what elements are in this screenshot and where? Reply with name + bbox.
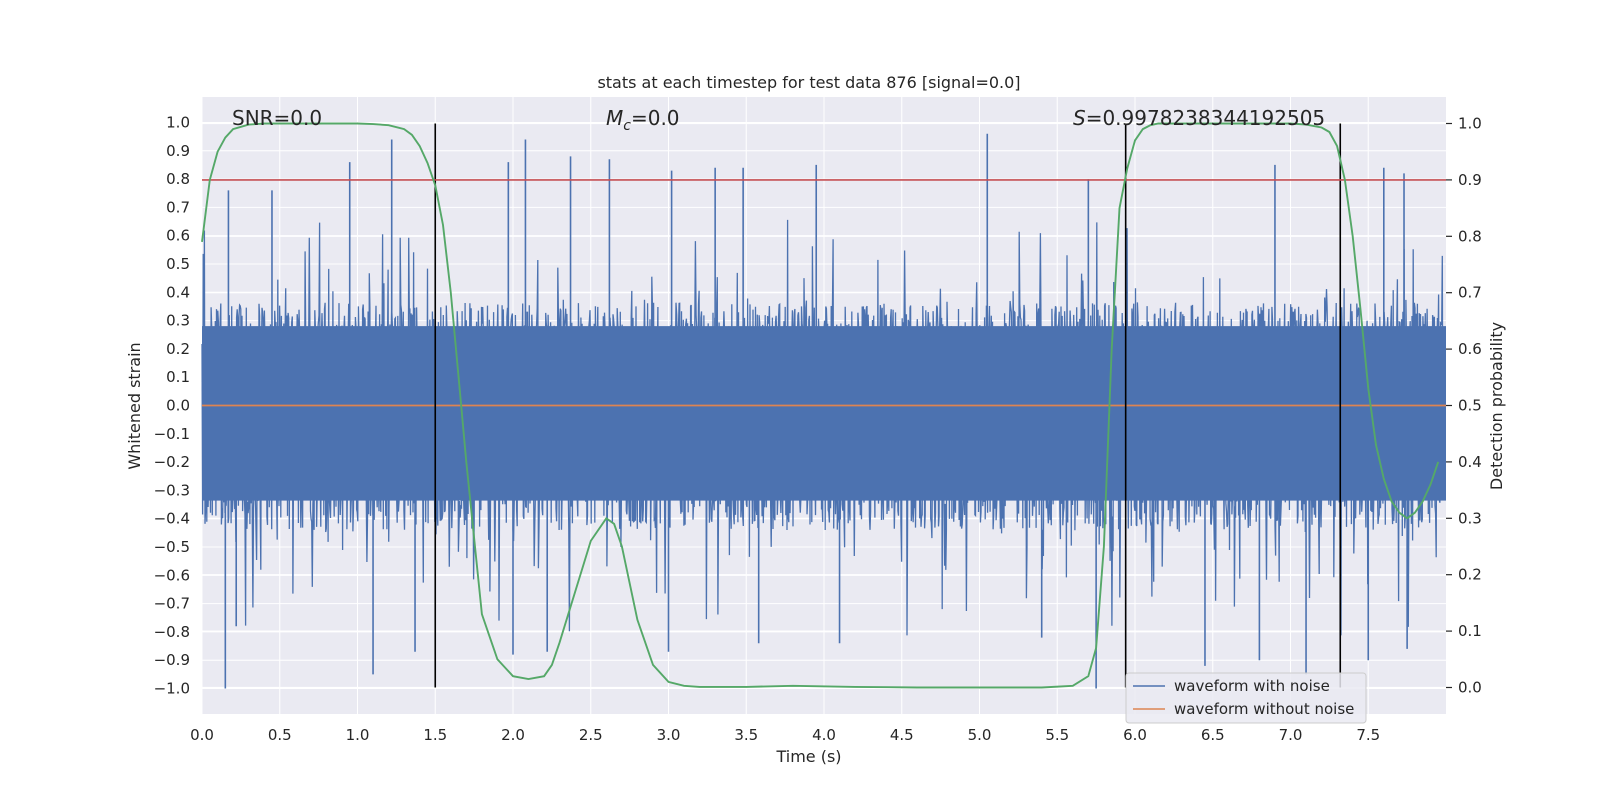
y-tick-label: 0.0 <box>166 397 190 415</box>
x-tick-label: 0.0 <box>190 726 214 744</box>
y-tick-label: −1.0 <box>154 680 190 698</box>
x-tick-label: 6.5 <box>1201 726 1225 744</box>
y-axis-ticks: 1.0 0.9 0.8 0.7 0.6 0.5 0.4 0.3 0.2 0.1 0.0 −0.1 −0.… <box>154 113 190 697</box>
y-tick-label: 0.6 <box>166 227 190 245</box>
y2-axis-ticks: 1.0 0.9 0.8 0.7 0.6 0.5 0.4 0.3 0.2 0.1 0.0 <box>1446 115 1482 696</box>
waveform-with-noise-series <box>201 133 1446 689</box>
x-tick-label: 5.0 <box>968 726 992 744</box>
y-tick-label: −0.2 <box>154 453 190 471</box>
x-axis-label: Time (s) <box>775 747 841 766</box>
snr-annotation: SNR=0.0 <box>232 106 322 130</box>
y2-axis-label: Detection probability <box>1487 322 1506 490</box>
y2-tick-label: 1.0 <box>1458 115 1482 133</box>
y-tick-label: −0.9 <box>154 651 190 669</box>
plot-area <box>201 97 1446 714</box>
y2-tick-label: 0.9 <box>1458 171 1482 189</box>
chart-title: stats at each timestep for test data 876… <box>597 73 1020 92</box>
x-tick-label: 2.0 <box>501 726 525 744</box>
chirp-mass-annotation: Mc=0.0 <box>606 106 680 134</box>
legend-label-clean: waveform without noise <box>1174 700 1354 718</box>
x-tick-label: 4.0 <box>812 726 836 744</box>
y2-tick-label: 0.7 <box>1458 284 1482 302</box>
x-tick-label: 2.5 <box>579 726 603 744</box>
score-symbol: S <box>1073 106 1086 130</box>
y-tick-label: 0.1 <box>166 368 190 386</box>
chirp-mass-subscript: c <box>623 118 631 134</box>
legend: waveform with noise waveform without noi… <box>1125 672 1367 724</box>
y2-tick-label: 0.8 <box>1458 227 1482 245</box>
y2-tick-label: 0.5 <box>1458 397 1482 415</box>
x-tick-label: 3.0 <box>657 726 681 744</box>
y-tick-label: 0.4 <box>166 283 190 301</box>
y-tick-label: 1.0 <box>166 113 190 131</box>
noise-band <box>202 326 1446 501</box>
y-tick-label: 0.3 <box>166 312 190 330</box>
y2-tick-label: 0.3 <box>1458 509 1482 527</box>
y-tick-label: −0.4 <box>154 510 190 528</box>
y-tick-label: 0.5 <box>166 255 190 273</box>
x-tick-label: 7.5 <box>1356 726 1380 744</box>
x-tick-label: 1.5 <box>423 726 447 744</box>
y-tick-label: −0.3 <box>154 481 190 499</box>
x-tick-label: 0.5 <box>268 726 292 744</box>
y-tick-label: 0.8 <box>166 170 190 188</box>
y2-tick-label: 0.6 <box>1458 340 1482 358</box>
chirp-mass-value: =0.0 <box>631 106 680 130</box>
y2-tick-label: 0.1 <box>1458 622 1482 640</box>
legend-box <box>1125 672 1367 724</box>
y2-tick-label: 0.0 <box>1458 678 1482 696</box>
probability-curve <box>201 122 1440 689</box>
y-tick-label: −0.1 <box>154 425 190 443</box>
chirp-mass-symbol: M <box>606 106 623 130</box>
x-axis-ticks: 0.0 0.5 1.0 1.5 2.0 2.5 3.0 3.5 4.0 4.5 5.0 5.5 6.0 6… <box>190 726 1380 744</box>
x-tick-label: 7.0 <box>1279 726 1303 744</box>
y-tick-label: 0.9 <box>166 142 190 160</box>
vertical-markers <box>434 123 1342 688</box>
y-tick-label: −0.5 <box>154 538 190 556</box>
y2-tick-label: 0.2 <box>1458 566 1482 584</box>
detection-probability-series <box>201 122 1440 689</box>
legend-label-noise: waveform with noise <box>1174 677 1330 695</box>
y-tick-label: 0.7 <box>166 198 190 216</box>
x-tick-label: 3.5 <box>734 726 758 744</box>
x-tick-label: 5.5 <box>1045 726 1069 744</box>
score-annotation: S=0.9978238344192505 <box>1073 106 1325 130</box>
x-tick-label: 6.0 <box>1123 726 1147 744</box>
y2-tick-label: 0.4 <box>1458 453 1482 471</box>
y-tick-label: −0.8 <box>154 623 190 641</box>
y-axis-label: Whitened strain <box>125 342 144 469</box>
y-tick-label: −0.7 <box>154 595 190 613</box>
y-tick-label: −0.6 <box>154 566 190 584</box>
score-value: =0.9978238344192505 <box>1086 106 1325 130</box>
y-tick-label: 0.2 <box>166 340 190 358</box>
x-tick-label: 4.5 <box>890 726 914 744</box>
x-tick-label: 1.0 <box>346 726 370 744</box>
